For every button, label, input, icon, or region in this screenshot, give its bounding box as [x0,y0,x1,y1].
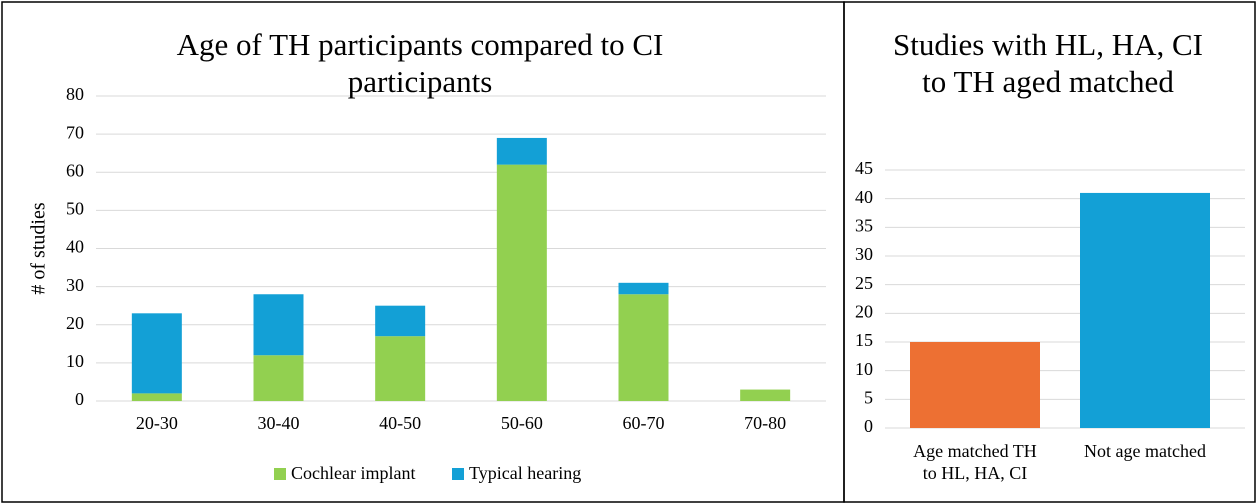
y-tick-label: 60 [66,160,84,180]
x-tick-label: 50-60 [501,413,543,433]
y-tick-label: 70 [66,122,84,142]
right-panel-border [843,1,1256,503]
bar [1080,192,1210,428]
y-tick-label: 10 [66,351,84,371]
y-tick-label: 25 [855,273,873,293]
y-tick-label: 20 [855,301,873,321]
y-tick-label: 80 [66,84,84,104]
legend-label: Typical hearing [469,463,581,483]
legend-label: Cochlear implant [291,463,415,483]
bar-segment [131,313,182,394]
bar [910,342,1040,428]
legend-swatch [274,468,286,480]
y-tick-label: 10 [855,359,873,379]
x-tick-label: Not age matched [1084,441,1206,461]
chart-title: Age of TH participants compared to CI pa… [176,27,664,99]
bar-segment [131,393,182,401]
y-tick-label: 50 [66,199,84,219]
y-tick-label: 30 [66,275,84,295]
y-tick-label: 5 [864,387,873,407]
y-tick-label: 35 [855,215,873,235]
chart-title: Studies with HL, HA, CI to TH aged match… [893,27,1203,99]
bar-segment [740,389,791,401]
y-tick-label: 40 [66,237,84,257]
bar-segment [253,355,304,401]
x-tick-label: 40-50 [379,413,421,433]
bar-segment [618,294,669,401]
bar-segment [496,164,547,401]
bar-segment [375,305,426,337]
y-tick-label: 30 [855,244,873,264]
x-tick-label: 70-80 [744,413,786,433]
x-tick-label: Age matched TH to HL, HA, CI [913,441,1037,483]
x-tick-label: 30-40 [258,413,300,433]
bar-segment [496,137,547,165]
y-tick-label: 40 [855,187,873,207]
bar-segment [253,294,304,356]
y-tick-label: 20 [66,313,84,333]
y-tick-label: 0 [864,416,873,436]
legend-swatch [452,468,464,480]
x-tick-label: 20-30 [136,413,178,433]
bar-segment [375,336,426,401]
y-tick-label: 0 [75,389,84,409]
y-tick-label: 15 [855,330,873,350]
y-axis-label: # of studies [28,202,50,294]
y-tick-label: 45 [855,158,873,178]
x-tick-label: 60-70 [623,413,665,433]
bar-segment [618,282,669,295]
